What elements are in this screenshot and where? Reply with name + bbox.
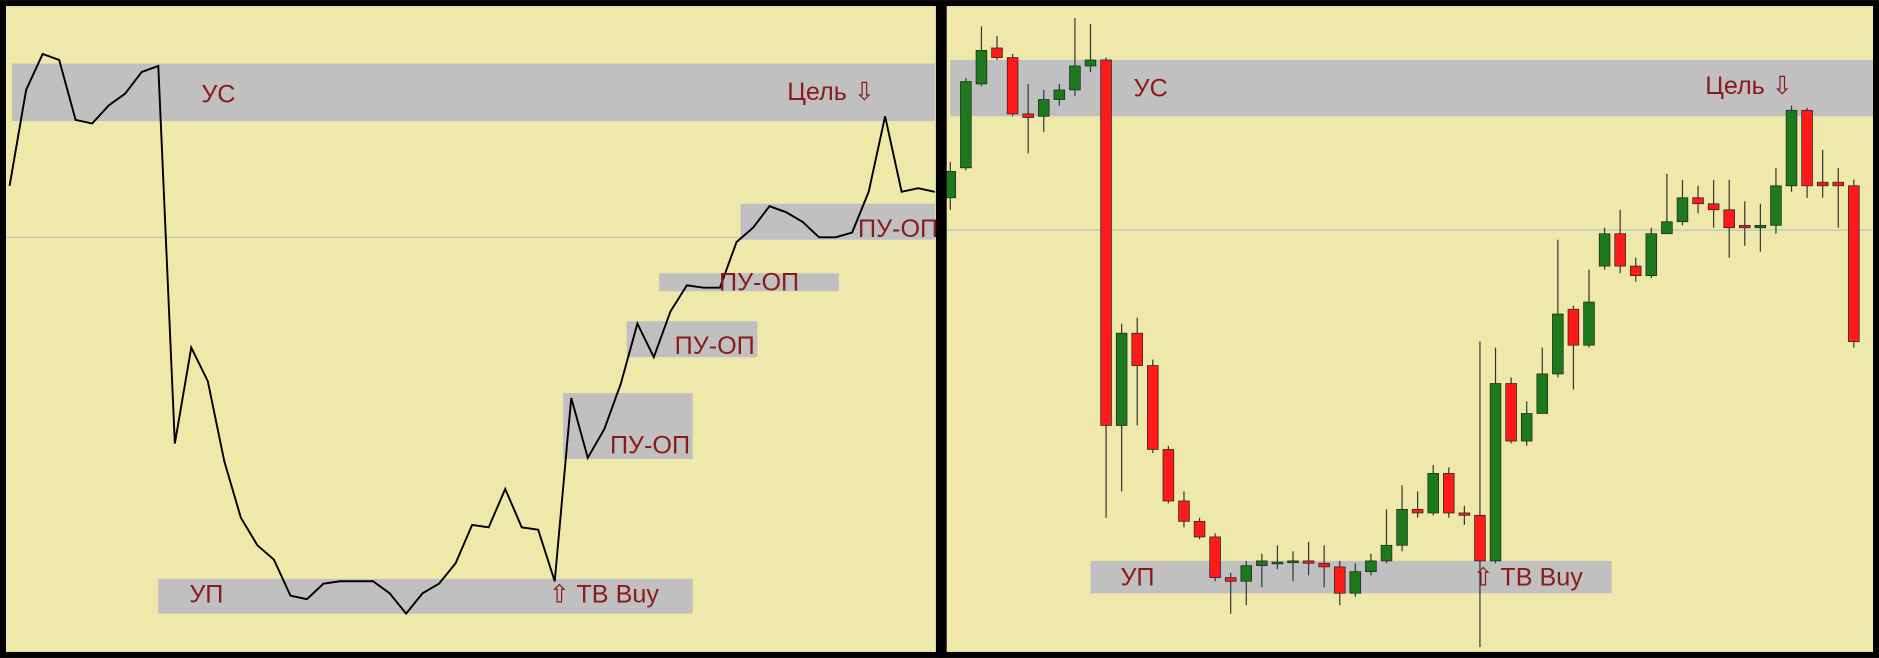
candle-body bbox=[1629, 265, 1642, 277]
candle-body bbox=[991, 47, 1003, 58]
candle-body bbox=[1848, 185, 1860, 342]
annotation: УП bbox=[189, 580, 223, 608]
annotation: Цель ⇩ bbox=[1705, 72, 1793, 100]
candle-body bbox=[1333, 566, 1346, 594]
candle-body bbox=[1084, 59, 1097, 67]
candle-body bbox=[1053, 89, 1066, 100]
candle-body bbox=[1131, 332, 1143, 366]
annotation: ПУ-ОП bbox=[675, 332, 755, 360]
candle-body bbox=[1770, 185, 1782, 226]
candle-body bbox=[1614, 233, 1626, 267]
candle-body bbox=[1100, 59, 1112, 426]
candle-body bbox=[1427, 473, 1439, 514]
candle-body bbox=[1645, 233, 1658, 277]
candle-body bbox=[1147, 365, 1159, 450]
candle-body bbox=[1785, 109, 1798, 187]
candle-body bbox=[1006, 57, 1019, 115]
candle-body bbox=[1723, 209, 1735, 229]
candle-body bbox=[1552, 313, 1564, 375]
annotation: ПУ-ОП bbox=[610, 432, 690, 460]
zone bbox=[740, 203, 935, 240]
candle-body bbox=[1583, 301, 1595, 346]
annotation: ⇧ TB Buy bbox=[549, 580, 660, 608]
candle-body bbox=[1209, 536, 1221, 579]
annotation: ⇧ TB Buy bbox=[1473, 563, 1584, 591]
candle-body bbox=[1162, 449, 1175, 502]
candle-body bbox=[1193, 520, 1206, 538]
candle-body bbox=[975, 50, 988, 85]
annotation: УП bbox=[1120, 563, 1154, 591]
candle-body bbox=[1411, 508, 1424, 514]
candle-body bbox=[1302, 560, 1315, 564]
candle-body bbox=[1676, 197, 1689, 223]
candle-body bbox=[1038, 99, 1050, 117]
candle-body bbox=[1520, 413, 1533, 442]
zone bbox=[158, 578, 693, 614]
candle-body bbox=[1474, 514, 1486, 562]
candle-body bbox=[1489, 383, 1502, 562]
candle-body bbox=[1318, 562, 1330, 568]
candle-body bbox=[1022, 113, 1034, 118]
panel-frame bbox=[940, 0, 1879, 658]
candle-body bbox=[1365, 560, 1377, 573]
annotation: Цель ⇩ bbox=[787, 78, 875, 106]
zone bbox=[11, 63, 935, 122]
candle-body bbox=[1271, 561, 1284, 565]
candle-body bbox=[1178, 500, 1190, 522]
candle-body bbox=[1256, 560, 1268, 567]
annotation: ПУ-ОП bbox=[858, 215, 938, 243]
annotation: УС bbox=[1134, 75, 1168, 103]
candle-body bbox=[1443, 473, 1455, 514]
candle-body bbox=[1349, 571, 1362, 594]
candle-body bbox=[1801, 109, 1813, 187]
candle-body bbox=[1115, 332, 1128, 426]
candle-body bbox=[1287, 560, 1299, 564]
candle-body bbox=[1567, 308, 1580, 346]
candle-body bbox=[1380, 544, 1393, 562]
candle-body bbox=[1661, 221, 1673, 235]
candle-body bbox=[1458, 512, 1471, 516]
candle-body bbox=[1739, 224, 1751, 229]
candle-body bbox=[1069, 65, 1081, 91]
annotation: УС bbox=[201, 81, 235, 109]
candle-body bbox=[1505, 383, 1517, 442]
candle-body bbox=[1707, 203, 1720, 211]
candle-body bbox=[1396, 508, 1408, 546]
candle-body bbox=[1598, 233, 1611, 267]
candle-body bbox=[1832, 181, 1845, 187]
candle-body bbox=[1240, 565, 1253, 582]
zone bbox=[626, 321, 758, 358]
marks bbox=[8, 18, 1860, 648]
candle-body bbox=[960, 81, 972, 169]
price-line bbox=[8, 52, 935, 616]
candle-body bbox=[1816, 181, 1829, 187]
candle-body bbox=[1754, 224, 1767, 229]
candle-body bbox=[1224, 577, 1237, 582]
candle-body bbox=[1692, 197, 1704, 205]
annotation: ПУ-ОП bbox=[719, 269, 799, 297]
panel-frame bbox=[0, 0, 942, 658]
candle-body bbox=[1536, 373, 1549, 414]
